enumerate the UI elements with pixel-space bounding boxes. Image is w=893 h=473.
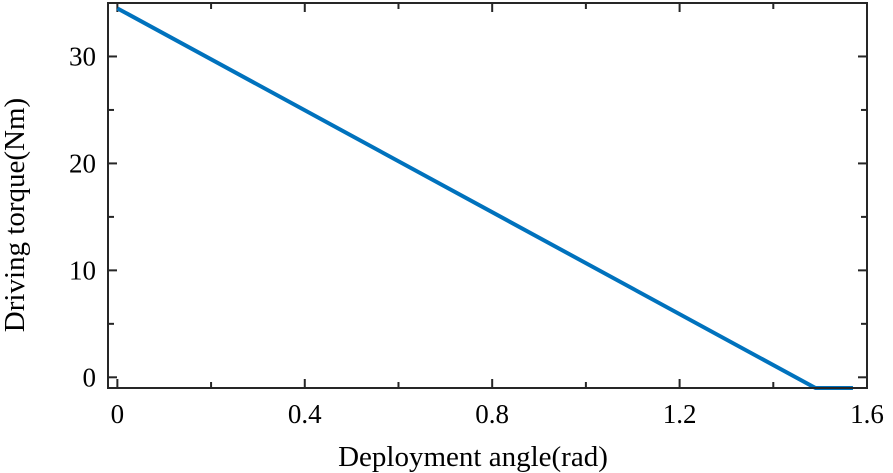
x-tick-labels: 0 0.4 0.8 1.2 1.6 [111,399,884,429]
x-tick-label: 0.4 [288,399,322,429]
x-tick-label: 0 [111,399,125,429]
x-tick-label: 0.8 [475,399,509,429]
y-tick-label: 10 [69,255,96,285]
y-tick-label: 20 [69,148,96,178]
x-axis-title: Deployment angle(rad) [338,441,608,473]
x-tick-label: 1.2 [663,399,697,429]
plot-frame [107,2,868,389]
y-tick-label: 0 [83,362,97,392]
y-tick-label: 30 [69,41,96,71]
plot-area [108,3,867,388]
y-tick-labels: 0 10 20 30 [69,41,96,392]
y-axis-title: Driving torque(Nm) [0,98,31,332]
x-tick-label: 1.6 [850,399,884,429]
